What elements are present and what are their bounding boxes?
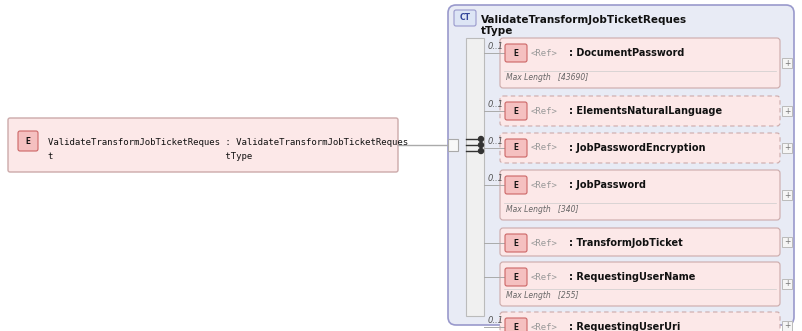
Text: : ElementsNaturalLanguage: : ElementsNaturalLanguage (569, 106, 722, 116)
Text: <Ref>: <Ref> (531, 239, 558, 248)
FancyBboxPatch shape (505, 139, 527, 157)
Text: E: E (513, 322, 519, 331)
FancyBboxPatch shape (500, 96, 780, 126)
Text: +: + (784, 59, 790, 68)
Bar (782, 237, 792, 247)
Text: : DocumentPassword: : DocumentPassword (569, 48, 684, 58)
FancyBboxPatch shape (500, 312, 780, 331)
Bar (782, 106, 792, 116)
Text: 0..1: 0..1 (488, 42, 504, 51)
Text: 0..1: 0..1 (488, 100, 504, 109)
Text: tType: tType (481, 26, 513, 36)
Bar (466, 38, 484, 316)
FancyBboxPatch shape (505, 318, 527, 331)
Text: +: + (784, 238, 790, 247)
Bar (782, 321, 792, 331)
Bar (782, 279, 792, 289)
Text: +: + (784, 191, 790, 200)
Text: <Ref>: <Ref> (531, 180, 558, 190)
Text: E: E (513, 144, 519, 153)
FancyBboxPatch shape (505, 102, 527, 120)
Text: E: E (513, 239, 519, 248)
Text: : RequestingUserUri: : RequestingUserUri (569, 322, 680, 331)
FancyBboxPatch shape (505, 44, 527, 62)
Text: <Ref>: <Ref> (531, 144, 558, 153)
Text: <Ref>: <Ref> (531, 107, 558, 116)
Text: E: E (513, 180, 519, 190)
FancyBboxPatch shape (500, 262, 780, 306)
Text: t                                tType: t tType (48, 152, 253, 161)
Text: CT: CT (460, 14, 471, 23)
Text: : JobPassword: : JobPassword (569, 180, 646, 190)
Bar (782, 58, 792, 68)
Text: Max Length   [340]: Max Length [340] (506, 206, 578, 214)
Text: ValidateTransformJobTicketReques: ValidateTransformJobTicketReques (481, 15, 687, 25)
Text: 0..1: 0..1 (488, 174, 504, 183)
Text: +: + (784, 144, 790, 153)
FancyBboxPatch shape (505, 268, 527, 286)
Text: +: + (784, 321, 790, 330)
FancyBboxPatch shape (500, 170, 780, 220)
Text: Max Length   [43690]: Max Length [43690] (506, 73, 588, 82)
Text: <Ref>: <Ref> (531, 49, 558, 58)
Text: : JobPasswordEncryption: : JobPasswordEncryption (569, 143, 706, 153)
Text: E: E (513, 107, 519, 116)
Text: E: E (513, 272, 519, 281)
Bar (782, 143, 792, 153)
Text: 0..1: 0..1 (488, 137, 504, 146)
Text: E: E (513, 49, 519, 58)
Text: E: E (26, 136, 30, 146)
FancyBboxPatch shape (500, 228, 780, 256)
Bar (782, 190, 792, 200)
Bar (448, 139, 458, 151)
FancyBboxPatch shape (454, 10, 476, 26)
Text: Max Length   [255]: Max Length [255] (506, 292, 578, 301)
FancyBboxPatch shape (8, 118, 398, 172)
Text: : RequestingUserName: : RequestingUserName (569, 272, 695, 282)
Text: +: + (784, 107, 790, 116)
Text: <Ref>: <Ref> (531, 322, 558, 331)
Text: +: + (784, 279, 790, 289)
FancyBboxPatch shape (505, 234, 527, 252)
Circle shape (479, 143, 484, 148)
FancyBboxPatch shape (500, 133, 780, 163)
Circle shape (479, 136, 484, 141)
Text: <Ref>: <Ref> (531, 272, 558, 281)
Text: ValidateTransformJobTicketReques : ValidateTransformJobTicketReques: ValidateTransformJobTicketReques : Valid… (48, 138, 408, 147)
FancyBboxPatch shape (448, 5, 794, 325)
FancyBboxPatch shape (500, 38, 780, 88)
Text: 0..1: 0..1 (488, 316, 504, 325)
Text: : TransformJobTicket: : TransformJobTicket (569, 238, 683, 248)
Circle shape (479, 149, 484, 154)
FancyBboxPatch shape (505, 176, 527, 194)
FancyBboxPatch shape (18, 131, 38, 151)
